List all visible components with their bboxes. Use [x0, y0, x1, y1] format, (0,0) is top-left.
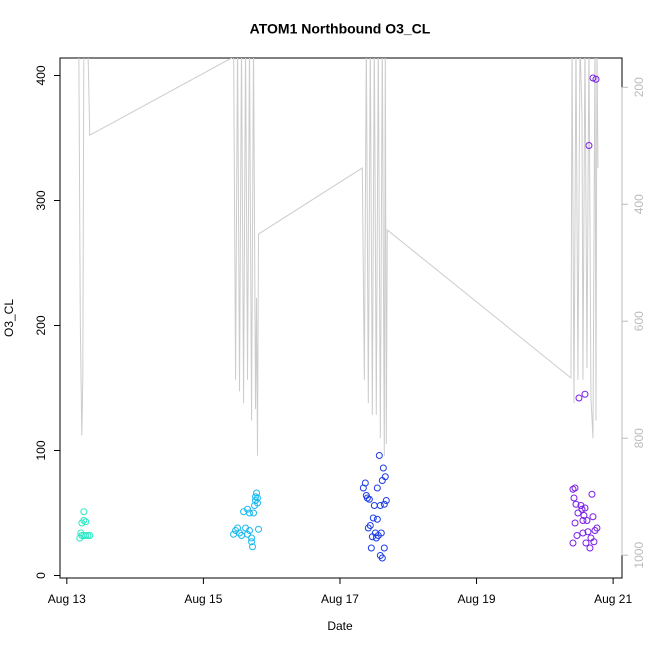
y-tick-label: 200: [34, 315, 48, 335]
data-point: [584, 528, 592, 536]
data-point: [589, 513, 597, 521]
x-tick-label: Aug 21: [594, 592, 632, 606]
data-point: [579, 517, 587, 524]
data-point: [581, 390, 589, 398]
data-point: [373, 515, 381, 523]
data-point: [80, 532, 88, 539]
data-point: [255, 525, 263, 533]
data-point: [377, 529, 385, 537]
data-point: [244, 505, 252, 513]
data-point: [592, 75, 600, 83]
data-point: [375, 452, 383, 459]
data-point: [378, 554, 386, 562]
data-point: [80, 508, 88, 516]
y2-tick-label: 600: [632, 311, 646, 331]
data-line: [78, 58, 599, 456]
y2-tick-label: 1000: [632, 542, 646, 569]
y-tick-label: 400: [34, 65, 48, 85]
data-point: [582, 539, 590, 547]
data-point: [573, 532, 581, 539]
y2-tick-label: 800: [632, 428, 646, 448]
data-point: [369, 514, 377, 522]
x-tick-label: Aug 19: [458, 592, 496, 606]
data-point: [253, 499, 261, 507]
x-tick-label: Aug 15: [184, 592, 222, 606]
data-point: [572, 500, 580, 508]
point-layer: [76, 74, 601, 562]
data-point: [586, 544, 594, 552]
data-point: [575, 394, 583, 402]
data-point: [82, 518, 90, 526]
data-point: [367, 544, 375, 552]
y2-tick-label: 400: [632, 194, 646, 214]
data-point: [373, 484, 381, 492]
x-tick-label: Aug 13: [48, 592, 86, 606]
data-point: [583, 517, 591, 524]
y-tick-label: 300: [34, 190, 48, 210]
data-point: [380, 544, 388, 552]
data-point: [570, 494, 578, 502]
data-point: [250, 509, 258, 517]
y2-tick-label: 200: [632, 77, 646, 97]
data-point: [82, 532, 90, 539]
data-point: [580, 512, 588, 519]
data-point: [381, 473, 389, 481]
x-tick-label: Aug 17: [321, 592, 359, 606]
chart-title: ATOM1 Northbound O3_CL: [250, 21, 431, 37]
data-point: [376, 502, 384, 509]
x-axis-label: Date: [327, 619, 353, 633]
data-point: [370, 502, 378, 509]
data-point: [569, 539, 577, 547]
y-tick-label: 100: [34, 440, 48, 460]
data-point: [245, 527, 253, 534]
data-point: [253, 494, 261, 502]
plot-frame: [59, 57, 623, 579]
data-point: [248, 538, 256, 546]
data-point: [588, 490, 596, 498]
data-point: [80, 517, 88, 524]
data-point: [574, 509, 582, 517]
data-point: [363, 494, 371, 502]
data-point: [571, 519, 579, 527]
data-point: [571, 484, 579, 492]
data-point: [252, 493, 260, 501]
data-point: [380, 500, 388, 508]
data-point: [248, 534, 256, 542]
data-point: [78, 532, 86, 539]
data-point: [244, 530, 252, 538]
y-tick-label: 0: [34, 572, 48, 579]
line-layer: [78, 58, 599, 456]
data-point: [593, 524, 601, 532]
data-point: [590, 538, 598, 546]
data-point: [581, 504, 589, 512]
data-point: [245, 509, 253, 517]
data-point: [585, 142, 593, 149]
data-point: [366, 522, 374, 529]
data-point: [365, 495, 373, 503]
data-point: [253, 489, 261, 497]
data-point: [579, 529, 587, 537]
data-point: [249, 543, 257, 551]
data-point: [382, 497, 390, 504]
data-point: [379, 464, 387, 472]
data-point: [361, 479, 369, 487]
y-axis-label: O3_CL: [2, 299, 16, 337]
